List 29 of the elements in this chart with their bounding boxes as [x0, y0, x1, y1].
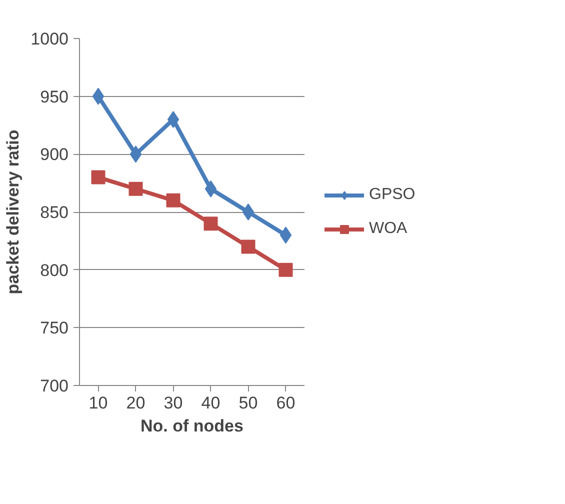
y-tick-label: 700	[40, 376, 69, 396]
point	[280, 226, 292, 244]
x-tick-label: 50	[238, 394, 258, 412]
legend-label: WOA	[369, 220, 408, 238]
y-tick-label: 950	[40, 87, 69, 106]
point	[130, 146, 142, 163]
y-tick-label: 1000	[30, 30, 69, 48]
y-tick-label: 900	[40, 145, 69, 164]
y-tick-label: 750	[40, 318, 69, 338]
x-tick-label: 60	[276, 394, 296, 412]
y-tick-label: 800	[40, 260, 69, 280]
point	[242, 204, 254, 220]
point	[167, 110, 180, 128]
point	[91, 170, 106, 184]
x-tick-label: 10	[88, 394, 108, 412]
legend-label: GPSO	[369, 186, 416, 204]
point	[128, 182, 143, 196]
x-tick-label: 20	[126, 394, 146, 412]
point	[204, 180, 217, 198]
x-axis-title: No. of nodes	[140, 416, 244, 436]
point	[92, 88, 104, 105]
y-axis-title: packet delivery ratio	[4, 130, 23, 294]
point	[166, 193, 180, 208]
point	[241, 240, 256, 254]
point	[278, 262, 293, 277]
point	[204, 216, 218, 231]
y-tick-label: 850	[40, 203, 69, 222]
x-tick-label: 30	[164, 394, 183, 412]
x-tick-label: 40	[201, 394, 220, 412]
